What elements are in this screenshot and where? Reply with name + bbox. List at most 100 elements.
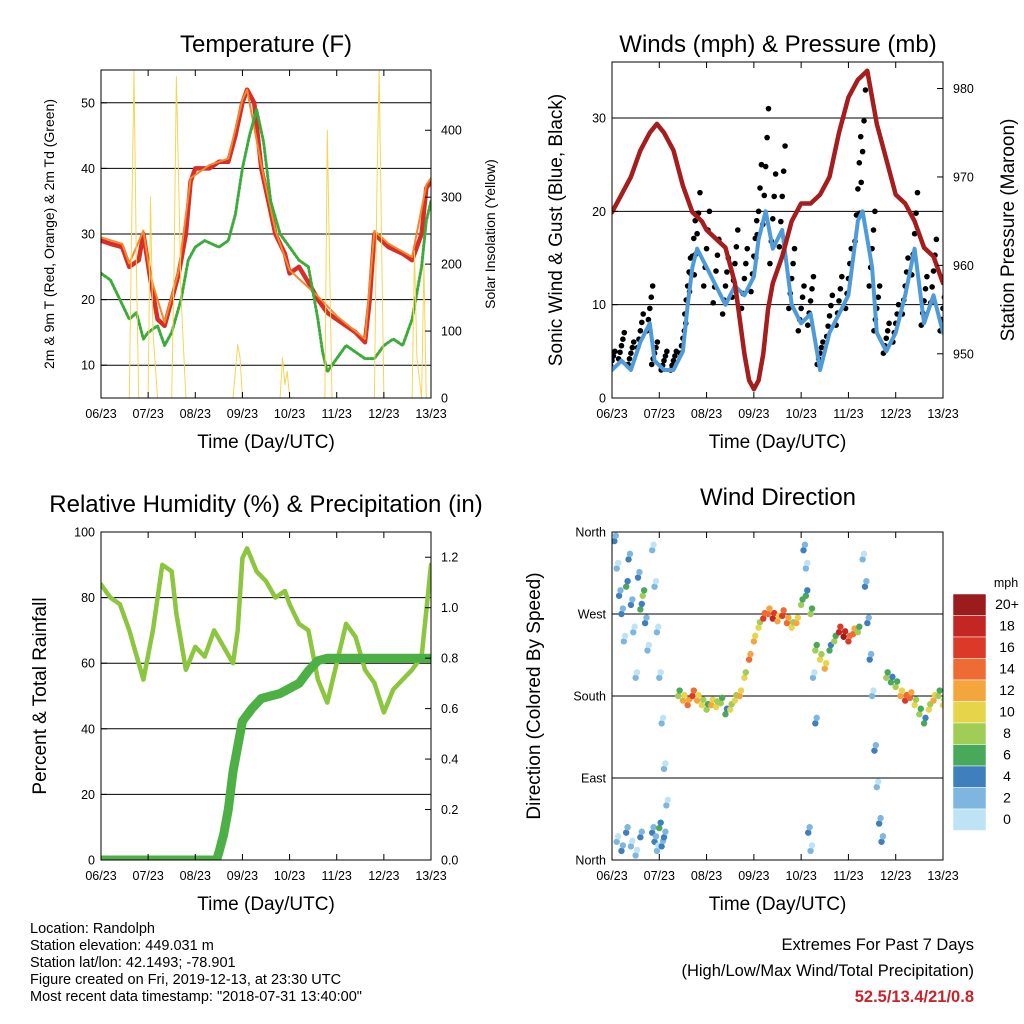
data-point bbox=[662, 828, 669, 835]
data-point bbox=[741, 275, 748, 282]
data-point bbox=[627, 601, 635, 609]
y-tick-label: 60 bbox=[81, 657, 95, 671]
x-axis-label: Time (Day/UTC) bbox=[197, 894, 335, 915]
data-point bbox=[917, 705, 924, 712]
data-point bbox=[801, 283, 807, 289]
data-point bbox=[638, 319, 645, 326]
x-tick-label: 06/23 bbox=[596, 869, 627, 883]
data-point bbox=[627, 843, 635, 850]
data-point bbox=[791, 245, 798, 252]
y-tick-label: 20 bbox=[592, 205, 606, 219]
data-point bbox=[618, 847, 625, 855]
data-point bbox=[745, 656, 753, 663]
data-point bbox=[858, 179, 864, 186]
colorbar-label: 0 bbox=[1003, 811, 1011, 827]
x-tick-label: 09/23 bbox=[738, 407, 769, 421]
data-point bbox=[826, 647, 833, 654]
data-point bbox=[864, 619, 871, 627]
station-latlon: Station lat/lon: 42.1493; -78.901 bbox=[30, 955, 236, 971]
data-point bbox=[767, 260, 773, 267]
x-tick-label: 13/23 bbox=[415, 407, 446, 421]
data-point bbox=[908, 689, 915, 696]
colorbar-swatch bbox=[952, 679, 987, 702]
y-tick-label: 10 bbox=[592, 298, 606, 312]
extremes-title: Extremes For Past 7 Days bbox=[781, 936, 974, 954]
data-point bbox=[662, 353, 669, 359]
data-point bbox=[916, 711, 923, 718]
colorbar-label: 10 bbox=[999, 704, 1015, 720]
data-point bbox=[901, 697, 909, 704]
y2-axis-label: Station Pressure (Maroon) bbox=[998, 119, 1019, 342]
data-point bbox=[762, 163, 769, 170]
data-point bbox=[780, 168, 787, 174]
data-point bbox=[845, 638, 852, 645]
data-point bbox=[922, 714, 929, 722]
data-point bbox=[929, 284, 935, 290]
data-point bbox=[672, 353, 678, 359]
data-point bbox=[793, 619, 800, 627]
data-point bbox=[841, 628, 849, 635]
y2-tick-label: 1.0 bbox=[441, 601, 458, 615]
data-point bbox=[606, 367, 612, 373]
data-point bbox=[778, 218, 784, 225]
data-point bbox=[722, 711, 729, 718]
y-tick-label: East bbox=[581, 772, 607, 786]
x-tick-label: 09/23 bbox=[738, 869, 769, 883]
data-point bbox=[807, 298, 814, 304]
y-tick-label: 0 bbox=[88, 854, 95, 868]
colorbar: mph 20+ 18 16 14 12 10 8 6 4 2 0 bbox=[952, 576, 1019, 831]
data-point bbox=[798, 305, 804, 312]
data-point bbox=[875, 778, 882, 785]
data-point bbox=[630, 339, 637, 345]
data-point bbox=[866, 283, 873, 289]
station-elevation: Station elevation: 449.031 m bbox=[30, 938, 214, 954]
y-tick-label: West bbox=[578, 608, 607, 622]
y-axis-label: Percent & Total Rainfall bbox=[30, 597, 51, 794]
data-point bbox=[782, 143, 788, 149]
data-point bbox=[710, 300, 716, 306]
data-point bbox=[898, 687, 906, 694]
data-point bbox=[897, 692, 904, 700]
data-point bbox=[771, 193, 777, 200]
data-point bbox=[650, 541, 657, 548]
data-point bbox=[640, 311, 647, 317]
data-point bbox=[695, 691, 702, 699]
data-point bbox=[821, 665, 828, 672]
panel-2: 06/23 07/23 08/23 09/23 10/23 11/23 12/23 13/23… bbox=[30, 491, 483, 915]
data-point bbox=[772, 171, 779, 177]
data-point bbox=[893, 678, 901, 685]
data-point bbox=[737, 687, 745, 694]
x-tick-label: 08/23 bbox=[180, 407, 211, 421]
y-tick-label: 30 bbox=[81, 228, 95, 242]
plot-frame bbox=[611, 61, 944, 399]
data-point bbox=[631, 623, 638, 630]
data-point bbox=[925, 706, 933, 713]
y2-tick-label: 0 bbox=[441, 392, 448, 406]
y2-tick-label: 960 bbox=[953, 259, 974, 273]
station-info: Location: Randolph Station elevation: 44… bbox=[30, 921, 362, 1006]
colorbar-label: 18 bbox=[999, 618, 1015, 634]
data-point bbox=[648, 361, 655, 368]
y2-tick-label: 0.8 bbox=[441, 652, 458, 666]
data-point bbox=[835, 629, 843, 636]
data-point bbox=[675, 692, 682, 700]
data-point bbox=[615, 592, 623, 599]
data-point bbox=[638, 828, 645, 835]
data-point bbox=[656, 824, 663, 832]
data-point bbox=[612, 353, 617, 359]
data-point bbox=[805, 829, 812, 836]
data-point bbox=[806, 824, 813, 831]
data-point bbox=[648, 294, 655, 301]
y-tick-label: South bbox=[573, 690, 606, 704]
data-point bbox=[755, 624, 762, 631]
data-point bbox=[788, 624, 795, 631]
data-point bbox=[807, 847, 814, 855]
data-point bbox=[913, 210, 919, 216]
data-point bbox=[790, 260, 796, 267]
data-point bbox=[618, 342, 625, 349]
data-point bbox=[691, 235, 697, 242]
data-point bbox=[664, 348, 670, 355]
data-point bbox=[634, 574, 642, 581]
plot-frame bbox=[100, 531, 432, 861]
